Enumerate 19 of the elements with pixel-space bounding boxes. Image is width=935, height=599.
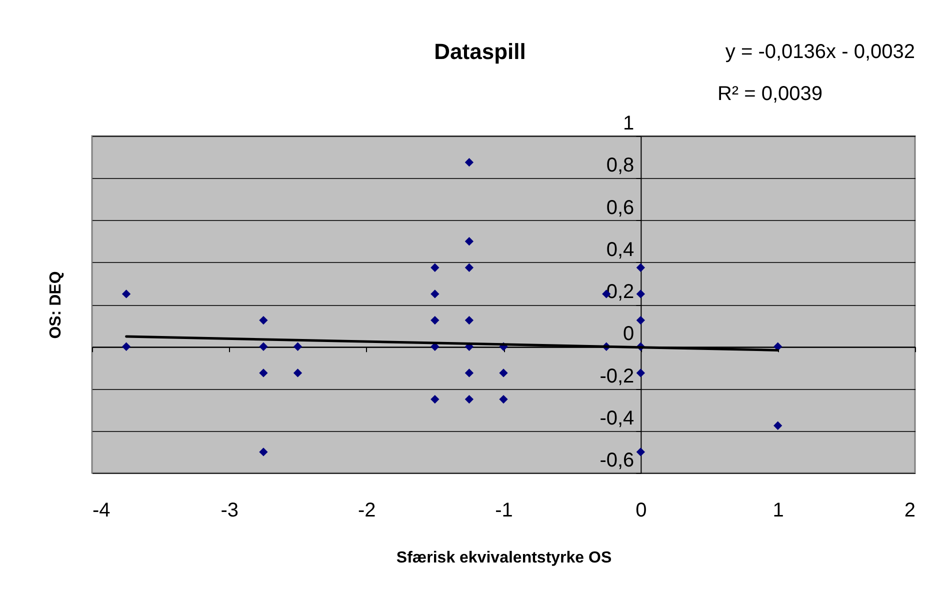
y-tick-label: -0,4 bbox=[600, 407, 634, 430]
x-tick-label: 1 bbox=[772, 500, 784, 522]
y-tick-label: 0,6 bbox=[606, 196, 634, 219]
y-tick-label: -0,6 bbox=[600, 450, 634, 472]
text: R² = 0,0039 bbox=[717, 83, 823, 105]
y-axis-title: OS: DEQ bbox=[48, 271, 64, 339]
x-axis-title: Sfærisk ekvivalentstyrke OS bbox=[396, 550, 612, 566]
x-tick-label: -2 bbox=[358, 500, 376, 522]
chart-title: Dataspill bbox=[434, 39, 526, 64]
x-tick-label: -3 bbox=[220, 500, 239, 522]
y-tick-label: -0,2 bbox=[600, 365, 634, 388]
y-tick-label: 0 bbox=[623, 323, 634, 346]
y-tick-label: 0,8 bbox=[606, 154, 634, 177]
y-tick-label: 0,4 bbox=[606, 238, 634, 261]
x-tick-label: 2 bbox=[904, 500, 916, 522]
y-tick-label: 1 bbox=[623, 112, 634, 134]
x-tick-label: -4 bbox=[92, 500, 110, 522]
text: y = -0,0136x - 0,0032 bbox=[725, 41, 915, 63]
x-tick-label: -1 bbox=[495, 500, 513, 522]
